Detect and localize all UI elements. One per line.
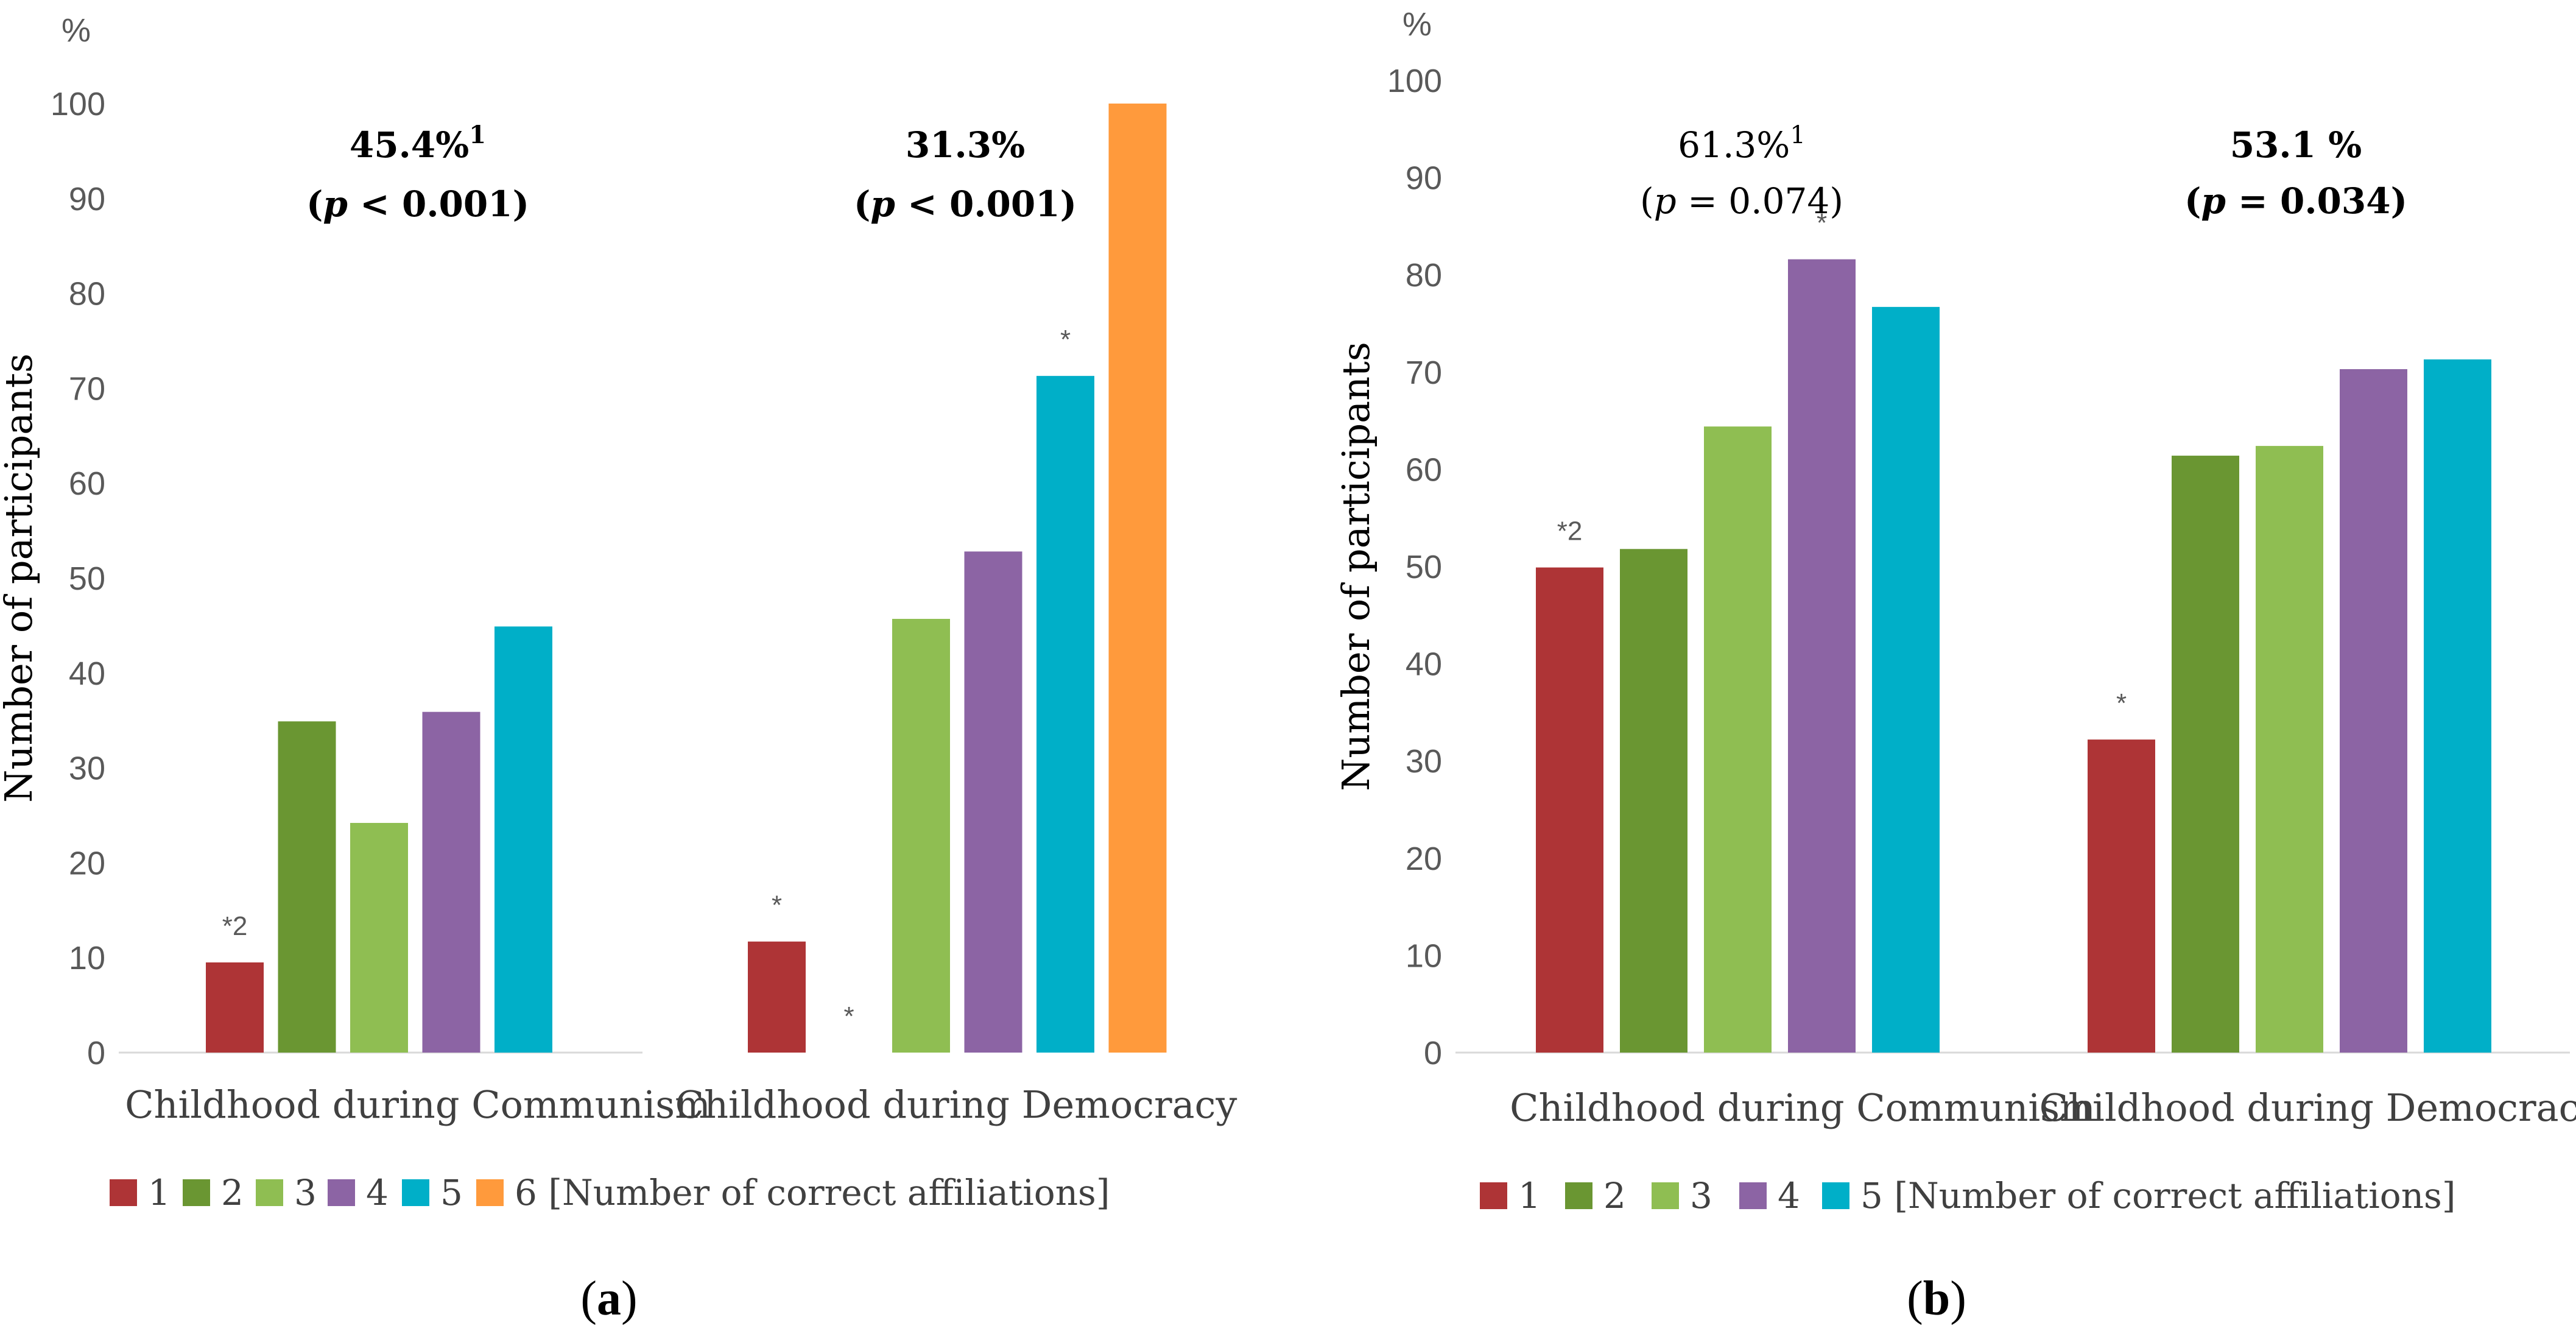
significance-marker: * <box>843 1001 854 1031</box>
bar-b-cat1-series4 <box>1788 259 1856 1053</box>
legend-label: 2 <box>1603 1175 1626 1216</box>
y-tick-label: 50 <box>1406 549 1442 585</box>
bar-b-cat1-series5 <box>1872 306 1940 1053</box>
legend-swatch <box>1480 1182 1507 1209</box>
legend-swatch <box>183 1179 210 1206</box>
legend-label: 2 <box>221 1172 244 1213</box>
legend-swatch <box>402 1179 429 1206</box>
y-tick-label: 30 <box>69 750 105 787</box>
bar-b-cat1-series2 <box>1620 549 1687 1053</box>
y-tick-label: 10 <box>1406 937 1442 974</box>
y-tick-label: 70 <box>1406 355 1442 391</box>
bar-a-cat2-series3 <box>892 618 950 1053</box>
y-unit-label: % <box>62 12 91 49</box>
legend-label: 4 <box>366 1172 389 1213</box>
y-tick-label: 20 <box>1406 841 1442 877</box>
bar-b-cat1-series3 <box>1704 426 1772 1053</box>
panel-label: (a) <box>580 1272 637 1325</box>
significance-marker: *2 <box>1557 517 1583 546</box>
group-p-value-annotation: (p = 0.034) <box>2184 180 2407 222</box>
y-tick-label: 100 <box>1387 63 1442 99</box>
y-tick-label: 30 <box>1406 743 1442 780</box>
bar-a-cat1-series1 <box>206 962 264 1053</box>
bar-a-cat2-series4 <box>964 551 1022 1053</box>
bar-a-cat1-series5 <box>494 626 552 1053</box>
y-tick-label: 80 <box>69 276 105 312</box>
bar-a-cat2-series1 <box>748 941 806 1053</box>
legend-label: 1 <box>1518 1175 1541 1216</box>
y-tick-label: 40 <box>1406 646 1442 683</box>
y-unit-label: % <box>1402 6 1432 43</box>
y-tick-label: 80 <box>1406 257 1442 294</box>
legend-swatch <box>110 1179 137 1206</box>
bar-a-cat1-series4 <box>422 711 480 1053</box>
legend-swatch <box>256 1179 283 1206</box>
y-tick-label: 10 <box>69 940 105 976</box>
group-percentage-annotation: 53.1 % <box>2230 124 2362 166</box>
y-tick-label: 0 <box>87 1035 105 1071</box>
x-category-label: Childhood during Communism <box>125 1082 711 1127</box>
x-category-label: Childhood during Communism <box>1510 1085 2096 1130</box>
y-tick-label: 20 <box>69 845 105 881</box>
y-tick-label: 0 <box>1424 1035 1442 1071</box>
legend-swatch <box>1565 1182 1592 1209</box>
group-percentage-annotation: 45.4%1 <box>350 121 486 166</box>
group-p-value-annotation: (p < 0.001) <box>854 183 1077 225</box>
y-tick-label: 70 <box>69 370 105 407</box>
bar-b-cat2-series3 <box>2256 446 2323 1053</box>
significance-marker: *2 <box>222 911 248 941</box>
y-tick-label: 100 <box>51 86 105 122</box>
group-p-value-annotation: (p < 0.001) <box>306 183 529 225</box>
x-category-label: Childhood during Democracy <box>675 1082 1237 1127</box>
y-axis-title: Number of participants <box>0 353 41 803</box>
group-p-value-annotation: (p = 0.074) <box>1640 180 1843 222</box>
legend-swatch <box>328 1179 355 1206</box>
group-percentage-annotation: 31.3% <box>906 124 1025 166</box>
legend-label: 1 <box>148 1172 171 1213</box>
legend-swatch <box>1739 1182 1767 1209</box>
significance-marker: * <box>2116 688 2127 718</box>
y-tick-label: 50 <box>69 560 105 597</box>
bar-b-cat2-series1 <box>2088 739 2155 1053</box>
legend-label: 5 <box>440 1172 463 1213</box>
bar-a-cat1-series2 <box>278 721 336 1053</box>
y-axis-title: Number of participants <box>1334 342 1378 791</box>
bar-b-cat2-series4 <box>2340 369 2407 1053</box>
significance-marker: * <box>1817 208 1827 238</box>
bar-a-cat1-series3 <box>350 822 408 1053</box>
x-category-label: Childhood during Democracy <box>2039 1085 2576 1130</box>
significance-marker: * <box>1060 325 1071 355</box>
bar-a-cat2-series6 <box>1108 104 1167 1053</box>
bar-a-cat2-series5 <box>1036 376 1094 1053</box>
y-tick-label: 60 <box>69 465 105 502</box>
y-tick-label: 60 <box>1406 451 1442 488</box>
bar-b-cat2-series2 <box>2172 456 2239 1053</box>
significance-marker: * <box>772 891 782 920</box>
bar-b-cat1-series1 <box>1536 567 1603 1053</box>
legend-swatch <box>476 1179 504 1206</box>
chart-panel-a: % 0 10 20 30 40 50 60 70 80 90 100 Number of partici… <box>0 12 1237 1325</box>
group-percentage-annotation: 61.3%1 <box>1678 121 1806 166</box>
legend-label: 3 <box>1690 1175 1712 1216</box>
legend-label: 5 [Number of correct affiliations] <box>1860 1175 2455 1216</box>
legend-label: 6 [Number of correct affiliations] <box>515 1172 1110 1213</box>
bar-b-cat2-series5 <box>2424 359 2491 1053</box>
y-tick-label: 90 <box>69 181 105 217</box>
legend-label: 3 <box>294 1172 317 1213</box>
legend-swatch <box>1652 1182 1679 1209</box>
legend-swatch <box>1822 1182 1849 1209</box>
chart-panel-b: % 0 10 20 30 40 50 60 70 80 90 100 Number of partici… <box>1334 6 2576 1325</box>
legend-label: 4 <box>1778 1175 1800 1216</box>
y-tick-label: 40 <box>69 655 105 692</box>
panel-label: (b) <box>1907 1272 1966 1325</box>
y-tick-label: 90 <box>1406 160 1442 197</box>
